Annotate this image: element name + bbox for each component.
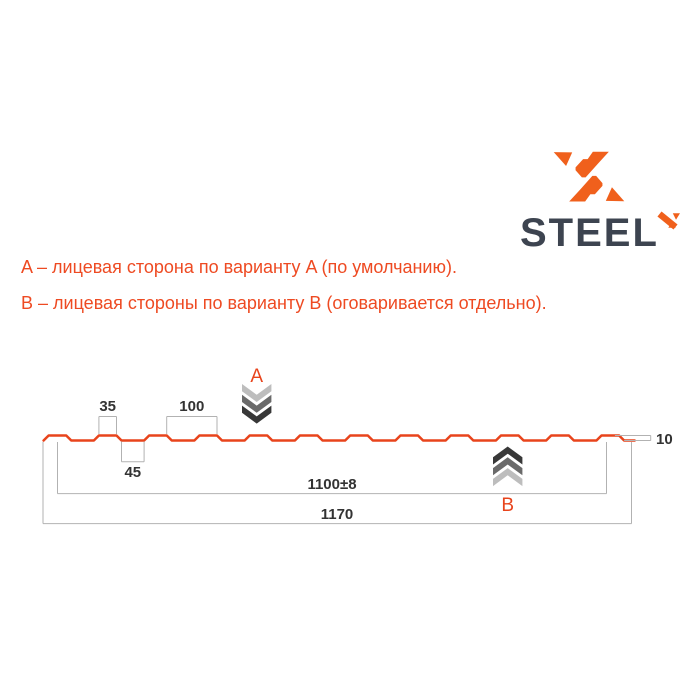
svg-text:35: 35 <box>99 398 116 415</box>
svg-text:B: B <box>501 495 514 516</box>
svg-text:A: A <box>250 366 263 387</box>
svg-text:1100±8: 1100±8 <box>307 476 356 493</box>
svg-text:45: 45 <box>124 464 141 481</box>
svg-text:100: 100 <box>179 398 204 415</box>
svg-text:1170: 1170 <box>321 506 354 523</box>
svg-text:10: 10 <box>656 431 673 448</box>
